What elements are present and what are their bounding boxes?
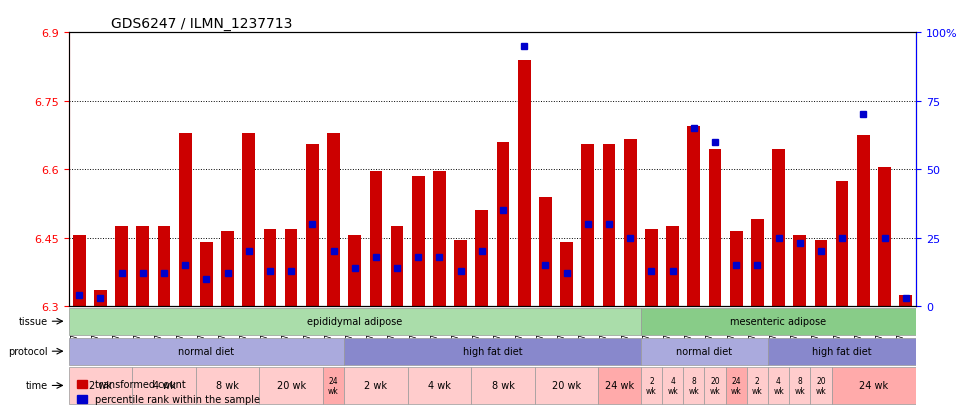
FancyBboxPatch shape xyxy=(768,338,916,365)
Text: 20
wk: 20 wk xyxy=(815,376,826,395)
FancyBboxPatch shape xyxy=(69,338,344,365)
FancyBboxPatch shape xyxy=(471,367,535,404)
FancyBboxPatch shape xyxy=(683,367,705,404)
Bar xyxy=(772,149,785,306)
FancyBboxPatch shape xyxy=(747,367,768,404)
FancyBboxPatch shape xyxy=(344,367,408,404)
Text: 8
wk: 8 wk xyxy=(795,376,806,395)
Text: 24 wk: 24 wk xyxy=(859,380,889,391)
Bar xyxy=(348,236,361,306)
Bar xyxy=(836,181,849,306)
FancyBboxPatch shape xyxy=(641,308,916,335)
FancyBboxPatch shape xyxy=(725,367,747,404)
FancyBboxPatch shape xyxy=(196,367,260,404)
Bar xyxy=(878,168,891,306)
Bar xyxy=(200,243,213,306)
Text: epididymal adipose: epididymal adipose xyxy=(307,316,403,326)
Text: high fat diet: high fat diet xyxy=(463,347,522,356)
Text: 20 wk: 20 wk xyxy=(552,380,581,391)
FancyBboxPatch shape xyxy=(789,367,810,404)
Text: mesenteric adipose: mesenteric adipose xyxy=(730,316,826,326)
Bar xyxy=(709,149,721,306)
FancyBboxPatch shape xyxy=(810,367,832,404)
Bar xyxy=(433,172,446,306)
Bar xyxy=(539,197,552,306)
Text: normal diet: normal diet xyxy=(178,347,234,356)
Bar xyxy=(455,240,467,306)
Text: 24 wk: 24 wk xyxy=(605,380,634,391)
Text: 2
wk: 2 wk xyxy=(646,376,657,395)
Text: 4 wk: 4 wk xyxy=(428,380,451,391)
Bar xyxy=(369,172,382,306)
Text: 20 wk: 20 wk xyxy=(276,380,306,391)
Bar xyxy=(412,177,424,306)
FancyBboxPatch shape xyxy=(832,367,916,404)
FancyBboxPatch shape xyxy=(662,367,683,404)
Text: 20
wk: 20 wk xyxy=(710,376,720,395)
FancyBboxPatch shape xyxy=(599,367,641,404)
Bar xyxy=(94,290,107,306)
Text: time: time xyxy=(25,380,47,391)
Legend: transformed count, percentile rank within the sample: transformed count, percentile rank withi… xyxy=(74,375,264,408)
Text: normal diet: normal diet xyxy=(676,347,732,356)
Text: protocol: protocol xyxy=(8,347,47,356)
Bar xyxy=(900,295,912,306)
Text: 24
wk: 24 wk xyxy=(328,376,339,395)
Text: high fat diet: high fat diet xyxy=(812,347,872,356)
Bar xyxy=(475,211,488,306)
Bar xyxy=(242,133,255,306)
Bar xyxy=(814,240,827,306)
Text: 8 wk: 8 wk xyxy=(492,380,514,391)
Bar xyxy=(687,126,700,306)
Bar xyxy=(561,243,573,306)
Text: 2
wk: 2 wk xyxy=(752,376,762,395)
FancyBboxPatch shape xyxy=(535,367,599,404)
Bar xyxy=(730,231,743,306)
Bar xyxy=(136,227,149,306)
Bar xyxy=(391,227,404,306)
Bar xyxy=(327,133,340,306)
Bar xyxy=(645,229,658,306)
Text: 24
wk: 24 wk xyxy=(731,376,742,395)
Bar xyxy=(285,229,298,306)
Text: GDS6247 / ILMN_1237713: GDS6247 / ILMN_1237713 xyxy=(111,17,292,31)
Text: 8
wk: 8 wk xyxy=(688,376,699,395)
Bar xyxy=(517,60,530,306)
Bar xyxy=(581,145,594,306)
Text: tissue: tissue xyxy=(19,316,47,326)
FancyBboxPatch shape xyxy=(641,338,768,365)
Bar xyxy=(603,145,615,306)
Text: 4 wk: 4 wk xyxy=(153,380,175,391)
Bar xyxy=(116,227,128,306)
Bar xyxy=(751,220,763,306)
FancyBboxPatch shape xyxy=(260,367,323,404)
FancyBboxPatch shape xyxy=(132,367,196,404)
Text: 8 wk: 8 wk xyxy=(217,380,239,391)
FancyBboxPatch shape xyxy=(69,367,132,404)
Text: 2 wk: 2 wk xyxy=(89,380,112,391)
Bar xyxy=(306,145,318,306)
Bar xyxy=(497,142,510,306)
Bar xyxy=(794,236,807,306)
Text: 4
wk: 4 wk xyxy=(773,376,784,395)
Bar xyxy=(158,227,171,306)
Bar xyxy=(624,140,637,306)
Bar xyxy=(666,227,679,306)
FancyBboxPatch shape xyxy=(768,367,789,404)
FancyBboxPatch shape xyxy=(69,308,641,335)
Bar xyxy=(221,231,234,306)
FancyBboxPatch shape xyxy=(344,338,641,365)
FancyBboxPatch shape xyxy=(323,367,344,404)
Text: 4
wk: 4 wk xyxy=(667,376,678,395)
Bar xyxy=(857,135,869,306)
FancyBboxPatch shape xyxy=(705,367,725,404)
Bar xyxy=(178,133,191,306)
FancyBboxPatch shape xyxy=(641,367,662,404)
Bar xyxy=(264,229,276,306)
Text: 2 wk: 2 wk xyxy=(365,380,387,391)
Bar xyxy=(73,236,85,306)
FancyBboxPatch shape xyxy=(408,367,471,404)
